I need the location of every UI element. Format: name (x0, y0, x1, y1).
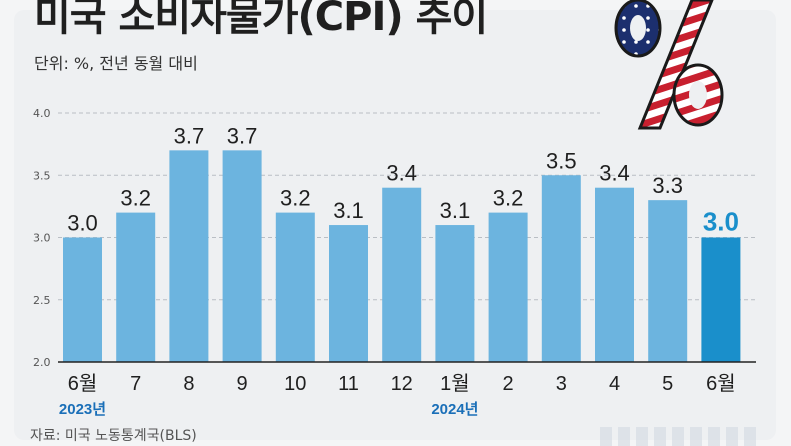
unit-label: 단위: %, 전년 동월 대비 (34, 54, 198, 73)
y-tick-label: 3.5 (33, 169, 51, 182)
bar (275, 212, 315, 362)
gridlines (58, 112, 756, 301)
bar (648, 200, 688, 362)
x-axis-ticks: 6월 7 8 9 10 11 12 1월 2 3 4 5 6월 (68, 372, 736, 395)
newsis-watermark (600, 427, 760, 446)
bar (435, 225, 475, 362)
bar (701, 237, 741, 362)
y-tick-label: 2.5 (33, 294, 51, 307)
x-tick-label: 2 (503, 373, 514, 395)
bar (541, 175, 581, 362)
x-tick-label: 6월 (68, 372, 98, 395)
bars (63, 150, 741, 362)
x-tick-label: 5 (662, 373, 673, 395)
x-tick-label: 1월 (440, 372, 470, 395)
bar (595, 187, 634, 362)
data-label: 3.1 (440, 198, 471, 223)
bar (222, 150, 262, 362)
data-label: 3.2 (493, 186, 524, 211)
year-label: 2024년 (431, 401, 478, 418)
y-tick-label: 2.0 (33, 356, 51, 369)
bar (382, 187, 422, 362)
data-label: 3.5 (546, 148, 577, 173)
x-tick-label: 4 (609, 373, 620, 395)
x-tick-label: 7 (130, 373, 141, 395)
y-tick-label: 4.0 (33, 107, 51, 120)
bar (169, 150, 209, 362)
x-tick-label: 11 (338, 373, 359, 395)
data-label: 3.0 (703, 207, 739, 237)
y-tick-label: 3.0 (33, 232, 51, 245)
data-label: 3.0 (67, 211, 98, 236)
page-title: 미국 소비자물가(CPI) 추이 (34, 0, 488, 40)
usa-flag-percent-icon (614, 0, 724, 130)
bar (329, 225, 368, 362)
data-label: 3.7 (227, 123, 258, 148)
bar (63, 237, 102, 362)
data-label: 3.2 (280, 186, 311, 211)
y-axis-ticks: 2.0 2.5 3.0 3.5 4.0 (33, 107, 51, 369)
data-label: 3.2 (120, 186, 151, 211)
x-tick-label: 9 (237, 373, 248, 395)
x-tick-label: 6월 (706, 372, 736, 395)
x-tick-label: 10 (284, 373, 306, 395)
bar (116, 212, 156, 362)
x-tick-label: 8 (183, 373, 194, 395)
data-label: 3.4 (386, 161, 417, 186)
x-tick-label: 12 (391, 373, 413, 395)
data-labels: 3.0 3.2 3.7 3.7 3.2 3.1 3.4 3.1 3.2 3.5 3.4 3.3 3.0 (67, 123, 739, 236)
data-label: 3.4 (599, 161, 630, 186)
year-labels: 2023년 2024년 (59, 401, 479, 418)
bar (488, 212, 528, 362)
data-label: 3.7 (174, 123, 205, 148)
year-label: 2023년 (59, 401, 106, 418)
source-label: 자료: 미국 노동통계국(BLS) (30, 428, 197, 444)
data-label: 3.1 (333, 198, 364, 223)
data-label: 3.3 (652, 173, 683, 198)
x-tick-label: 3 (556, 373, 567, 395)
